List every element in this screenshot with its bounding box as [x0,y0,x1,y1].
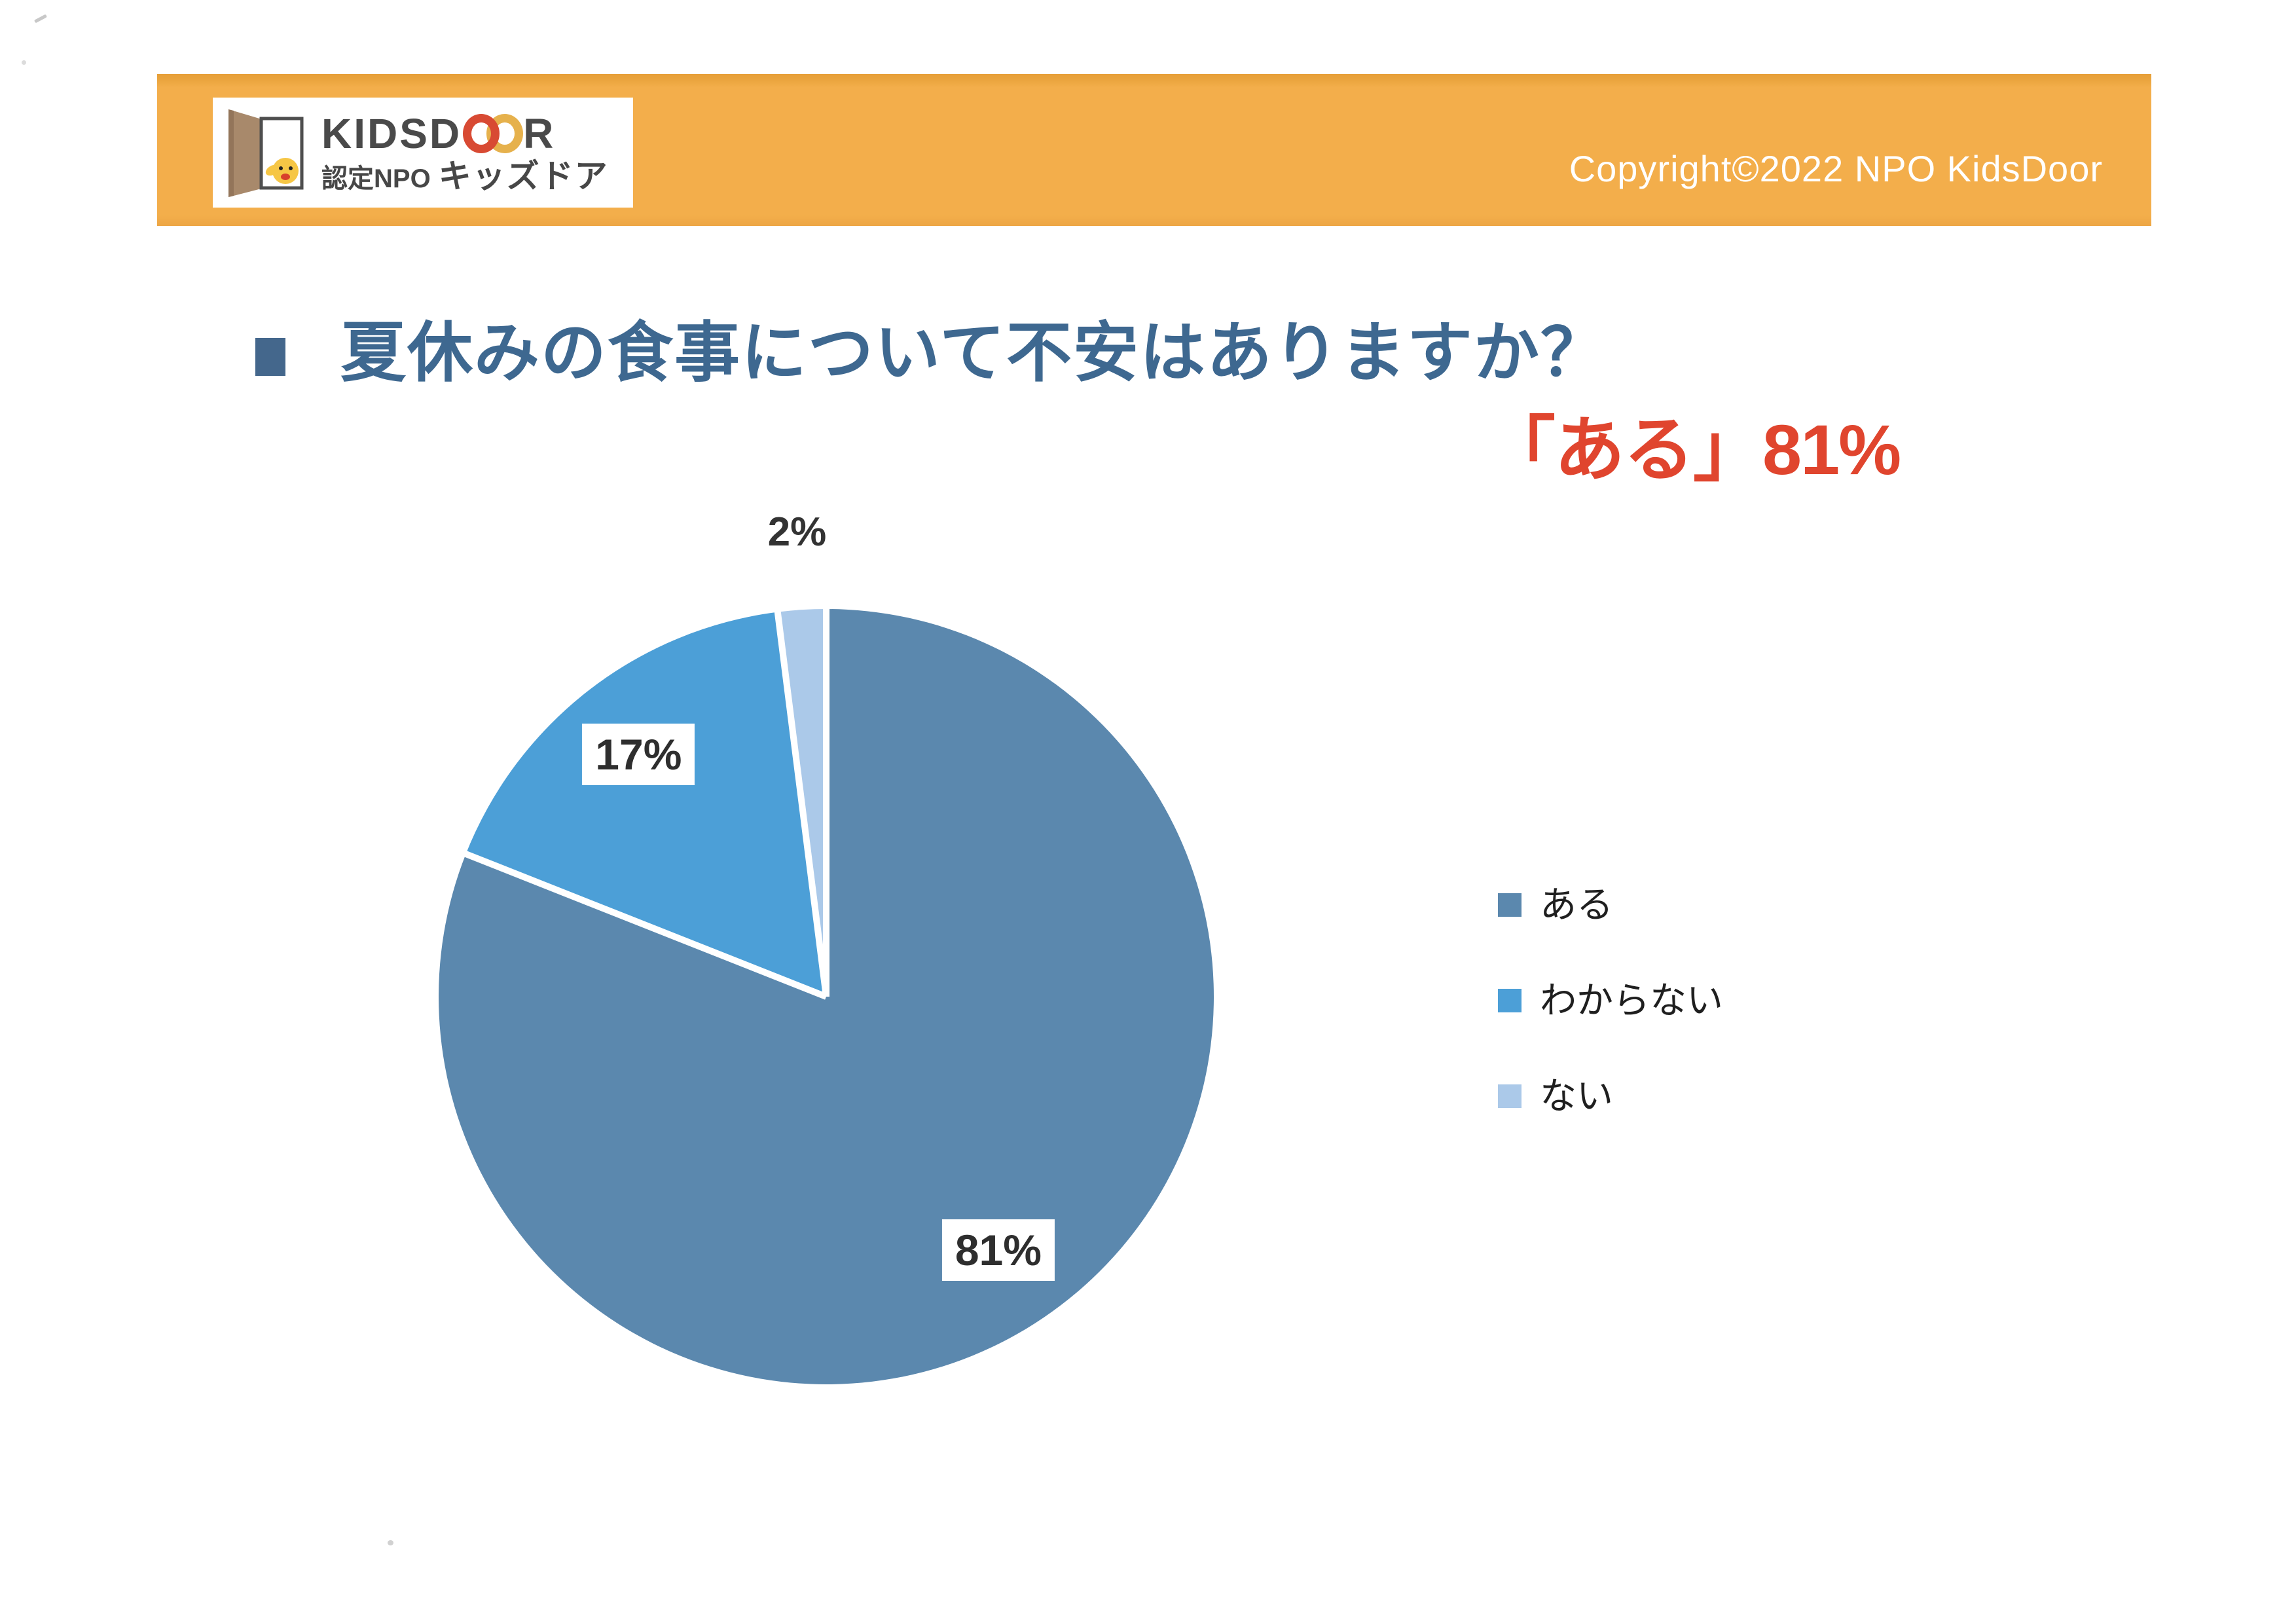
chart-legend: ある わからない ない [1498,887,1723,1173]
legend-item-わからない: わからない [1498,982,1723,1019]
scan-speck [388,1540,393,1545]
scan-speck [33,14,48,24]
legend-swatch-icon [1498,1084,1522,1108]
brand-wordmark: KIDSD R [321,113,609,155]
brand-prefix: KIDSD [321,110,462,157]
pie-chart: 81% 17% 2% [368,512,1285,1455]
header-band: KIDSD R 認定NPO キッズドア Copyright©2022 NPO K… [157,74,2151,226]
pie-data-label-ない: 2% [767,509,827,555]
legend-label: わからない [1540,980,1723,1021]
red-o-ring-icon [463,114,500,153]
legend-label: ない [1540,1075,1613,1116]
kidsdoor-logo: KIDSD R 認定NPO キッズドア [213,98,633,208]
pie-data-label-わからない: 17% [582,724,695,786]
subtitle-kana: キッズドア [438,158,609,194]
scan-speck [22,60,26,65]
brand-subtitle: 認定NPO キッズドア [321,160,609,193]
highlight-answer: 「ある」81% [1485,410,1901,489]
legend-item-ない: ない [1498,1078,1723,1115]
pie-chart-svg [439,606,1214,1384]
pie-slice-わからない [465,612,826,997]
subtitle-npo: 認定NPO [321,164,431,193]
logo-text-block: KIDSD R 認定NPO キッズドア [321,113,609,193]
legend-label: ある [1540,884,1613,925]
pie-slice-separator [774,609,829,997]
copyright-text: Copyright©2022 NPO KidsDoor [1569,148,2103,189]
legend-swatch-icon [1498,989,1522,1012]
open-door-chick-icon [228,109,304,197]
brand-suffix: R [523,110,556,157]
pie-data-label-ある: 81% [941,1219,1055,1281]
pie-slice-separator [462,849,828,1000]
title-bullet-square [255,338,285,376]
page-title: 夏休みの食事について不安はありますか？ [340,316,1607,390]
legend-item-ある: ある [1498,887,1723,923]
legend-swatch-icon [1498,893,1522,917]
